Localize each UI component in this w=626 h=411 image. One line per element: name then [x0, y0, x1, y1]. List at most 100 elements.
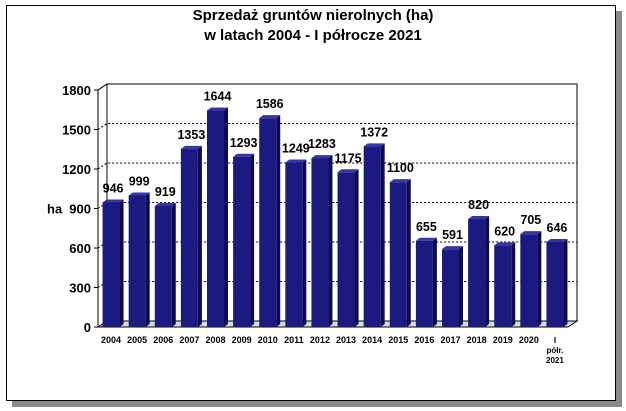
data-label: 1586 [256, 97, 284, 111]
bar [494, 242, 515, 327]
bar-front [442, 249, 459, 327]
bar-side [250, 154, 254, 327]
bar [520, 231, 541, 327]
bar-front [494, 245, 511, 327]
bar-side [459, 246, 463, 327]
data-label: 999 [129, 174, 150, 188]
x-tick-label: półr. [546, 346, 563, 355]
x-tick-label: 2012 [310, 335, 330, 345]
bar-front [129, 195, 146, 327]
bar-front [155, 206, 172, 327]
data-label: 1644 [204, 90, 232, 104]
bar-front [546, 242, 563, 327]
y-tick-label: 900 [69, 202, 91, 217]
x-tick-label: 2018 [467, 335, 487, 345]
x-tick-label: 2005 [127, 335, 147, 345]
bar [390, 179, 411, 327]
bar-side [407, 179, 411, 327]
x-tick-label: 2019 [493, 335, 513, 345]
bar [103, 199, 124, 327]
x-tick-label: I [554, 336, 556, 345]
data-label: 1249 [282, 142, 310, 156]
data-label: 1283 [308, 137, 336, 151]
x-tick-label: 2014 [362, 335, 382, 345]
y-tick-label: 1200 [62, 162, 91, 177]
bar-side [120, 199, 124, 327]
bar-front [416, 241, 433, 327]
bar-front [364, 146, 381, 327]
x-tick-label: 2017 [440, 335, 460, 345]
bar-side [198, 146, 202, 327]
data-label: 1293 [230, 136, 258, 150]
bar [181, 146, 202, 327]
bar-front [103, 202, 120, 327]
bar-side [146, 192, 150, 327]
bar-side [511, 242, 515, 327]
x-tick-label: 2010 [258, 335, 278, 345]
x-tick-label: 2020 [519, 335, 539, 345]
data-label: 1175 [334, 151, 361, 165]
y-tick-label: 600 [69, 241, 91, 256]
bar [546, 239, 567, 327]
bar-front [207, 111, 224, 327]
bar [338, 169, 359, 327]
bar-front [338, 172, 355, 327]
bar-side [433, 238, 437, 327]
bar-side [485, 216, 489, 327]
bar-side [537, 231, 541, 327]
bar [155, 203, 176, 327]
y-tick-label: 0 [84, 320, 91, 335]
x-tick-label: 2021 [546, 356, 564, 365]
bar-front [259, 118, 276, 327]
x-tick-label: 2008 [205, 335, 225, 345]
bar [468, 216, 489, 327]
bar [233, 154, 254, 327]
x-tick-label: 2013 [336, 335, 356, 345]
bar [285, 160, 306, 327]
bar [259, 115, 280, 327]
bar-front [181, 149, 198, 327]
bar-side [302, 160, 306, 327]
bar-front [311, 158, 328, 327]
data-label: 591 [442, 228, 463, 242]
y-tick-label: 1500 [62, 123, 91, 138]
bar [416, 238, 437, 327]
bar-front [468, 219, 485, 327]
bar-front [390, 182, 407, 327]
data-label: 620 [494, 224, 515, 238]
bar [364, 143, 385, 327]
data-label: 705 [520, 213, 541, 227]
bar [311, 155, 332, 327]
bar-side [563, 239, 567, 327]
bar-side [224, 108, 228, 327]
bar-front [520, 234, 537, 327]
bar-side [172, 203, 176, 327]
bar-front [285, 163, 302, 327]
x-tick-label: 2007 [179, 335, 199, 345]
y-tick-label: 300 [69, 281, 91, 296]
y-axis-label: ha [47, 202, 63, 217]
data-label: 1372 [360, 125, 388, 139]
data-label: 1353 [177, 128, 205, 142]
data-label: 919 [155, 185, 176, 199]
bar [442, 246, 463, 327]
data-label: 655 [416, 220, 437, 234]
x-tick-label: 2006 [153, 335, 173, 345]
bar-side [276, 115, 280, 327]
bar [129, 192, 150, 327]
x-tick-label: 2009 [232, 335, 252, 345]
x-tick-label: 2015 [388, 335, 408, 345]
x-tick-label: 2016 [414, 335, 434, 345]
bar-front [233, 157, 250, 327]
bar [207, 108, 228, 327]
data-label: 1100 [387, 161, 414, 175]
data-label: 646 [547, 221, 568, 235]
x-tick-label: 2004 [101, 335, 121, 345]
bar-side [355, 169, 359, 327]
x-tick-label: 2011 [284, 335, 304, 345]
data-label: 946 [103, 181, 124, 195]
bar-side [381, 143, 385, 327]
y-tick-label: 1800 [62, 83, 91, 98]
bar-side [328, 155, 332, 327]
